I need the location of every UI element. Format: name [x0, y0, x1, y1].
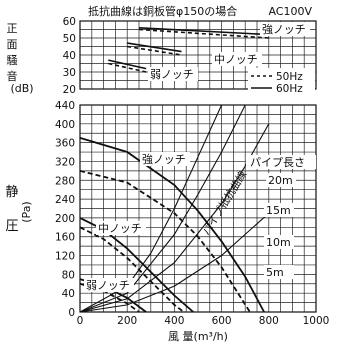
- pressure-x-tick-label: 600: [212, 315, 232, 327]
- noise-label-background: [260, 22, 310, 36]
- pipe-length-value: 15m: [266, 204, 291, 217]
- pressure-y-tick-label: 120: [55, 251, 75, 263]
- noise-title-background: [84, 3, 316, 20]
- legend-background: [248, 68, 315, 96]
- pipe-length-value: 5m: [266, 266, 284, 279]
- pressure-x-axis-label: 風 量(m³/h): [168, 330, 228, 343]
- pressure-y-tick-label: 280: [55, 175, 75, 187]
- noise-title: 抵抗曲線は銅板管φ150の場合: [88, 4, 237, 18]
- noise-series-line-4: [108, 59, 147, 70]
- pressure-y-tick-label: 440: [55, 100, 75, 112]
- noise-series-line-1: [138, 28, 269, 39]
- pressure-series-label: 中ノッチ: [98, 222, 142, 235]
- pressure-x-tick-label: 0: [77, 315, 84, 327]
- pipe-length-value-background: [264, 203, 294, 217]
- noise-y-tick-label: 40: [63, 50, 76, 62]
- noise-series-label: 中ノッチ: [214, 53, 258, 66]
- pressure-x-tick-label: 1000: [303, 315, 330, 327]
- pipe-length-value: 10m: [266, 236, 291, 249]
- noise-label-background: [212, 52, 262, 66]
- pressure-y-tick-label: 200: [55, 213, 75, 225]
- pressure-label-background: [84, 278, 134, 292]
- pipe-length-value: 20m: [268, 174, 293, 187]
- noise-series-label: 弱ノッチ: [150, 68, 194, 81]
- noise-series-line-0: [138, 27, 269, 36]
- pipe-length-value-background: [264, 265, 294, 279]
- pressure-x-tick-label: 800: [259, 315, 279, 327]
- pressure-label-background: [96, 221, 146, 235]
- pressure-y-tick-label: 160: [55, 232, 75, 244]
- pressure-series-label: 強ノッチ: [142, 153, 186, 166]
- noise-y-tick-label: 50: [63, 33, 76, 45]
- pressure-y-tick-label: 400: [55, 119, 75, 131]
- noise-y-axis-label: 音: [7, 69, 18, 83]
- pressure-series-label: 弱ノッチ: [86, 279, 130, 292]
- noise-y-tick-label: 20: [63, 84, 76, 96]
- pressure-y-tick-label: 320: [55, 156, 75, 168]
- noise-label-background: [148, 67, 198, 81]
- pressure-y-tick-label: 240: [55, 194, 75, 206]
- pressure-series-line-3: [79, 226, 185, 313]
- resistance-curve-15m: [79, 104, 246, 313]
- pressure-series-line-0: [79, 137, 265, 313]
- noise-y-axis-label: 正: [7, 22, 18, 35]
- pressure-y-axis-label: 静: [5, 185, 18, 200]
- pressure-label-background: [140, 152, 190, 166]
- pressure-x-tick-label: 200: [117, 315, 137, 327]
- pipe-length-label: パイプ長さ: [250, 156, 305, 169]
- noise-series-label: 強ノッチ: [262, 23, 306, 36]
- pressure-series-line-1: [79, 170, 251, 313]
- pressure-y-unit: (Pa): [20, 201, 33, 222]
- noise-y-axis-label: 騒: [7, 54, 18, 67]
- pressure-x-tick-label: 400: [164, 315, 184, 327]
- pressure-panel: 0 40 80 120 160 200 240 280 320 360 400 440 0 200 400 6…: [5, 100, 329, 343]
- pipe-length-label-background: [246, 155, 316, 169]
- pressure-y-tick-label: 40: [62, 288, 75, 300]
- resistance-curve-5m: [79, 212, 270, 313]
- legend-label: 60Hz: [276, 83, 303, 95]
- noise-subtitle: AC100V: [268, 5, 312, 18]
- noise-y-unit: (dB): [10, 82, 33, 95]
- pressure-y-tick-label: 0: [68, 307, 75, 319]
- pressure-y-tick-label: 360: [55, 138, 75, 150]
- noise-y-tick-label: 60: [63, 16, 76, 28]
- noise-y-axis-label: 面: [7, 38, 18, 51]
- pipe-length-value-background: [266, 173, 296, 187]
- legend-label: 50Hz: [276, 71, 303, 83]
- pressure-y-tick-label: 80: [62, 269, 75, 281]
- noise-y-tick-label: 30: [63, 67, 76, 79]
- noise-series-line-3: [127, 45, 182, 56]
- pipe-length-value-background: [264, 235, 294, 249]
- pressure-y-axis-label: 圧: [5, 219, 18, 234]
- noise-series-line-2: [127, 42, 182, 53]
